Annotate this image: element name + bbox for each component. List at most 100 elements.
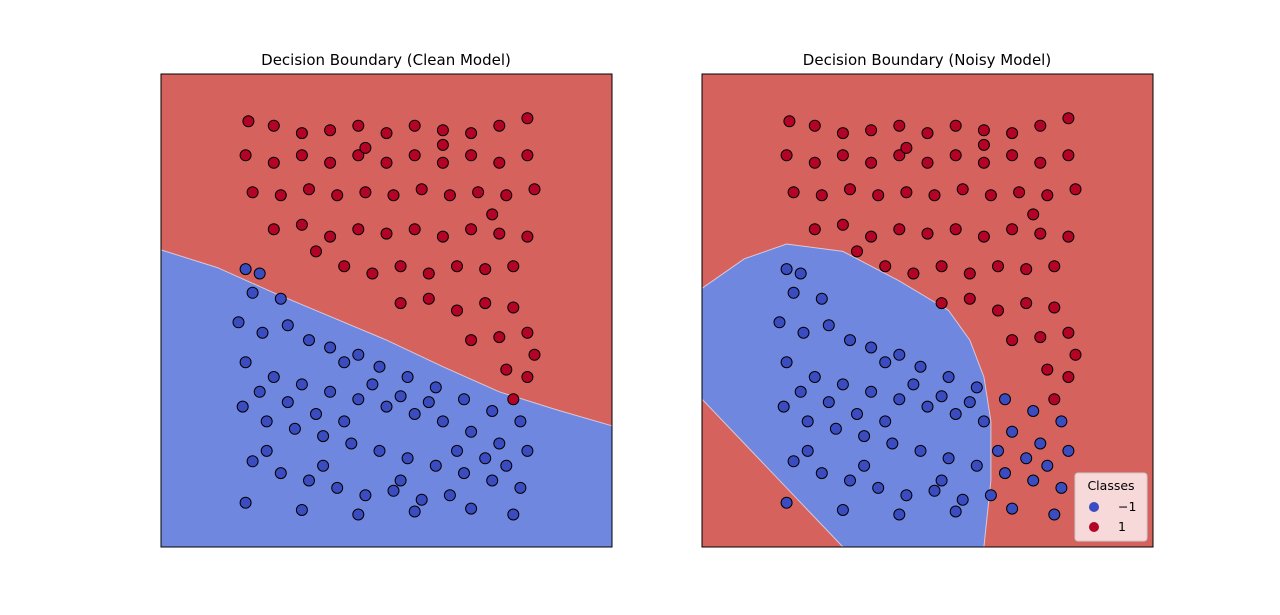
data-point-class-neg1 xyxy=(253,385,266,398)
data-point-class-1 xyxy=(451,304,463,317)
data-point-class-neg1 xyxy=(401,452,414,465)
data-point-class-1 xyxy=(1048,301,1061,314)
data-point-class-1 xyxy=(436,124,449,137)
data-point-class-neg1 xyxy=(458,393,470,406)
data-point-class-1 xyxy=(1041,363,1054,376)
data-point-class-neg1 xyxy=(851,408,863,420)
data-point-class-neg1 xyxy=(801,444,814,457)
data-point-class-1 xyxy=(872,189,885,202)
data-point-class-1 xyxy=(359,141,372,154)
data-point-class-neg1 xyxy=(232,316,245,329)
data-point-class-neg1 xyxy=(295,504,308,516)
data-point-class-1 xyxy=(893,223,906,236)
data-point-class-1 xyxy=(324,230,337,243)
clean-model-panel: Decision Boundary (Clean Model) xyxy=(160,51,613,548)
data-point-class-neg1 xyxy=(458,467,470,480)
data-point-class-neg1 xyxy=(836,378,849,391)
data-point-class-1 xyxy=(1034,331,1047,344)
data-point-class-1 xyxy=(865,230,878,243)
data-point-class-neg1 xyxy=(239,496,252,509)
data-point-class-1 xyxy=(486,208,499,221)
data-point-class-neg1 xyxy=(317,430,330,443)
data-point-class-neg1 xyxy=(822,396,835,409)
data-point-class-1 xyxy=(331,189,344,202)
data-point-class-neg1 xyxy=(900,489,913,502)
data-point-class-neg1 xyxy=(281,396,294,409)
data-point-class-1 xyxy=(1062,326,1075,339)
data-point-class-neg1 xyxy=(239,263,252,276)
data-point-class-neg1 xyxy=(451,444,463,457)
data-point-class-1 xyxy=(380,127,393,140)
data-point-class-neg1 xyxy=(935,474,948,487)
data-point-class-1 xyxy=(493,156,506,169)
data-point-class-1 xyxy=(408,223,421,236)
data-point-class-neg1 xyxy=(963,396,976,409)
data-point-class-1 xyxy=(992,260,1004,273)
data-point-class-1 xyxy=(1062,149,1075,162)
data-point-class-neg1 xyxy=(984,489,997,502)
data-point-class-neg1 xyxy=(317,459,330,472)
data-point-class-1 xyxy=(493,331,506,344)
data-point-class-1 xyxy=(267,223,280,236)
data-point-class-1 xyxy=(1020,263,1033,276)
legend-marker-class-1 xyxy=(1089,522,1099,532)
data-point-class-neg1 xyxy=(338,415,351,428)
data-point-class-neg1 xyxy=(352,508,365,521)
data-point-class-1 xyxy=(808,119,821,132)
data-point-class-neg1 xyxy=(780,263,793,276)
data-point-class-neg1 xyxy=(465,425,478,438)
data-point-class-1 xyxy=(352,149,365,162)
data-point-class-1 xyxy=(465,149,478,162)
data-point-class-neg1 xyxy=(1027,405,1040,417)
data-point-class-1 xyxy=(324,156,337,169)
data-point-class-neg1 xyxy=(970,381,983,394)
data-point-class-neg1 xyxy=(479,452,492,465)
data-point-class-neg1 xyxy=(274,467,287,480)
data-point-class-neg1 xyxy=(260,444,273,457)
data-point-class-neg1 xyxy=(780,356,793,369)
data-point-class-neg1 xyxy=(465,502,478,515)
data-point-class-neg1 xyxy=(295,378,308,391)
data-point-class-1 xyxy=(921,127,934,140)
data-point-class-neg1 xyxy=(1055,415,1068,428)
data-point-class-1 xyxy=(507,260,520,273)
data-point-class-neg1 xyxy=(493,437,506,450)
data-point-class-neg1 xyxy=(514,481,527,494)
data-point-class-1 xyxy=(949,149,962,162)
data-point-class-neg1 xyxy=(324,341,337,354)
data-point-class-1 xyxy=(324,124,337,137)
data-point-class-neg1 xyxy=(352,348,365,361)
data-point-class-1 xyxy=(436,230,449,243)
region-class-neg1 xyxy=(161,249,612,547)
data-point-class-neg1 xyxy=(1034,437,1047,450)
data-point-class-neg1 xyxy=(928,484,941,497)
data-point-class-1 xyxy=(422,267,435,280)
data-point-class-neg1 xyxy=(829,422,842,435)
data-point-class-1 xyxy=(865,124,878,137)
data-point-class-1 xyxy=(977,230,990,243)
data-point-class-neg1 xyxy=(844,334,856,347)
data-point-class-neg1 xyxy=(500,459,513,472)
data-point-class-1 xyxy=(780,149,793,162)
data-point-class-neg1 xyxy=(331,481,344,494)
data-point-class-1 xyxy=(808,156,821,169)
data-point-class-neg1 xyxy=(893,508,906,521)
data-point-class-1 xyxy=(239,149,252,162)
data-point-class-1 xyxy=(787,186,800,199)
decision-boundary-line xyxy=(160,249,613,427)
data-point-class-neg1 xyxy=(246,286,259,299)
data-point-class-neg1 xyxy=(1020,452,1033,465)
data-point-class-1 xyxy=(387,189,400,202)
data-point-class-neg1 xyxy=(1062,444,1075,457)
data-point-class-neg1 xyxy=(815,292,828,305)
data-point-class-1 xyxy=(521,326,534,339)
clean-model-points xyxy=(232,112,541,521)
data-point-class-1 xyxy=(246,186,259,199)
data-point-class-neg1 xyxy=(338,356,351,369)
data-point-class-neg1 xyxy=(893,393,906,406)
data-point-class-1 xyxy=(977,138,990,151)
data-point-class-neg1 xyxy=(879,356,892,369)
noisy-model-axes-frame xyxy=(701,73,1154,548)
legend-title: Classes xyxy=(1087,478,1134,493)
data-point-class-neg1 xyxy=(436,415,449,428)
